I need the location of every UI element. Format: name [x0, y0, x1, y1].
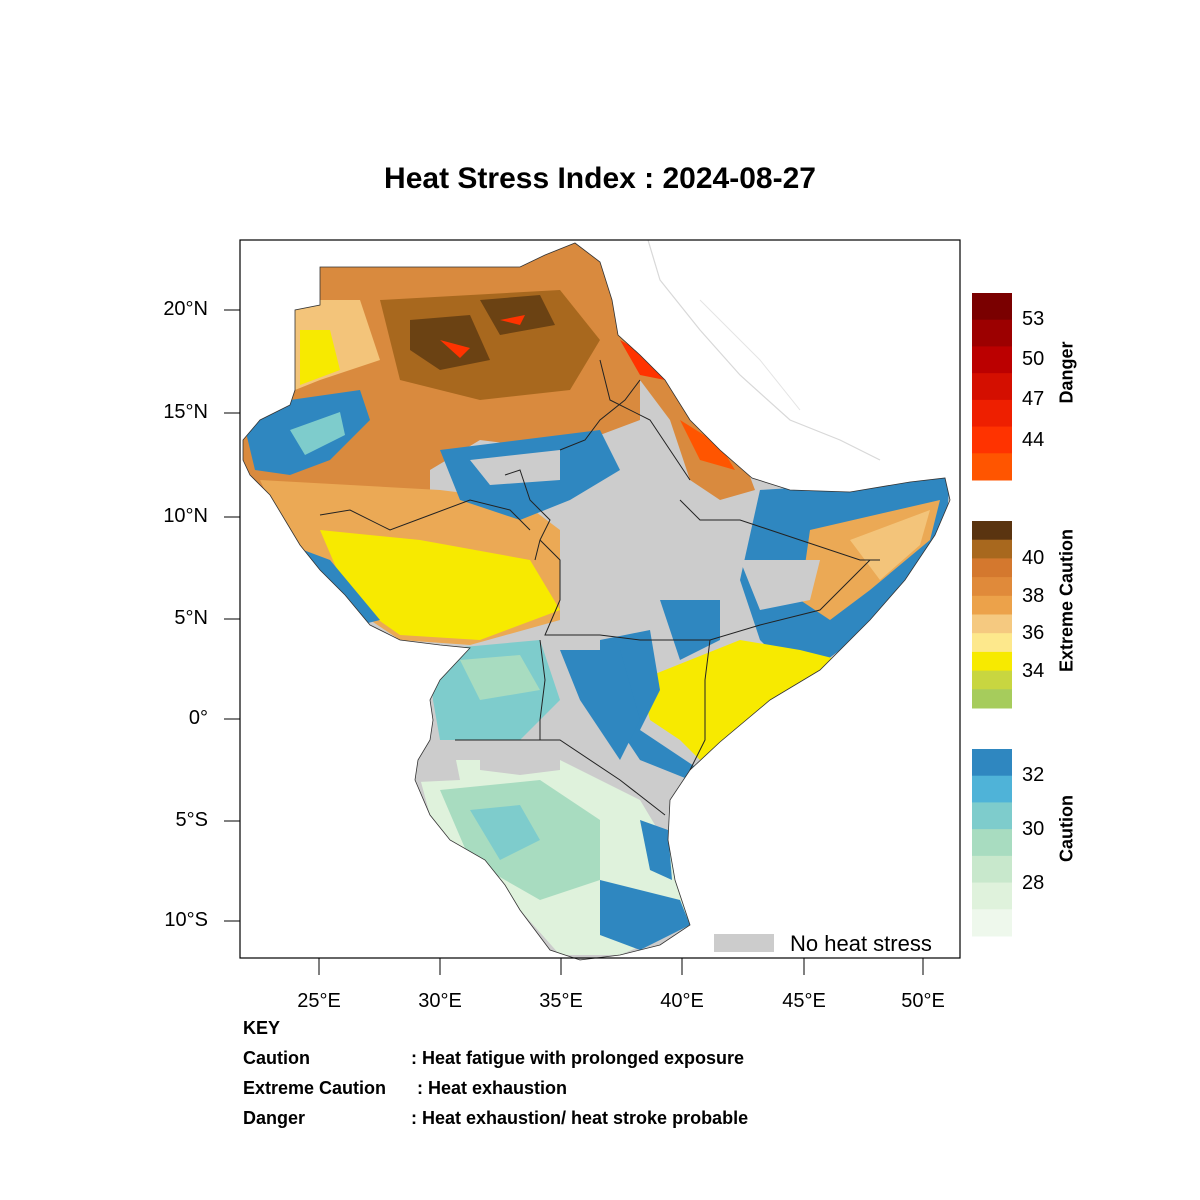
extreme-caution-swatch	[972, 651, 1012, 672]
danger-swatch	[972, 293, 1012, 321]
extreme-tick: 40	[1022, 547, 1045, 569]
lon-label-40e: 40°E	[660, 990, 704, 1012]
lon-label-45e: 45°E	[782, 990, 826, 1012]
lon-label-35e: 35°E	[539, 990, 583, 1012]
lon-label-50e: 50°E	[901, 990, 945, 1012]
caution-colorbar	[972, 749, 1012, 937]
caution-swatch	[972, 749, 1012, 777]
caution-legend-title: Caution	[1056, 795, 1077, 862]
lat-label-5s: 5°S	[175, 809, 208, 831]
caution-swatch	[972, 855, 1012, 884]
country-borders	[319, 359, 880, 816]
extreme-caution-swatch	[972, 614, 1012, 634]
lon-label-25e: 25°E	[297, 990, 341, 1012]
danger-colorbar	[972, 293, 1012, 481]
danger-tick: 50	[1022, 348, 1045, 370]
danger-swatch	[972, 346, 1012, 374]
extreme-caution-swatch	[972, 577, 1012, 597]
lat-label-10n: 10°N	[163, 505, 208, 527]
danger-swatch	[972, 453, 1012, 481]
extreme-caution-legend-title: Extreme Caution	[1056, 528, 1077, 673]
extreme-caution-colorbar	[972, 521, 1012, 709]
extreme-caution-swatch	[972, 558, 1012, 578]
caution-tick: 28	[1022, 872, 1045, 894]
extreme-tick: 34	[1022, 660, 1045, 682]
extreme-caution-swatch	[972, 521, 1012, 541]
extreme-caution-swatch	[972, 689, 1012, 709]
lon-label-30e: 30°E	[418, 990, 462, 1012]
danger-swatch	[972, 319, 1012, 347]
danger-swatch	[972, 399, 1012, 428]
key-desc-extreme-caution: : Heat exhaustion	[417, 1078, 568, 1098]
danger-tick: 47	[1022, 388, 1045, 410]
caution-swatch	[972, 775, 1012, 803]
caution-tick: 32	[1022, 764, 1045, 786]
extreme-caution-swatch	[972, 633, 1012, 653]
danger-legend-title: Danger	[1056, 341, 1077, 404]
extreme-caution-swatch	[972, 595, 1012, 615]
caution-swatch	[972, 882, 1012, 910]
lat-label-0: 0°	[188, 707, 208, 729]
caution-swatch	[972, 802, 1012, 830]
danger-tick: 44	[1022, 429, 1045, 451]
key-desc-danger: : Heat exhaustion/ heat stroke probable	[411, 1108, 749, 1128]
key-term-extreme-caution: Extreme Caution	[243, 1078, 387, 1098]
extreme-tick: 36	[1022, 622, 1045, 644]
danger-swatch	[972, 426, 1012, 454]
lat-label-15n: 15°N	[163, 401, 208, 423]
map-title: Heat Stress Index : 2024-08-27	[384, 162, 816, 195]
danger-swatch	[972, 373, 1012, 401]
no-heat-stress-swatch	[714, 934, 774, 952]
key-term-caution: Caution	[243, 1048, 310, 1068]
key-heading: KEY	[243, 1018, 281, 1038]
caution-tick: 30	[1022, 818, 1045, 840]
lat-label-10s: 10°S	[164, 909, 208, 931]
caution-swatch	[972, 909, 1012, 937]
extreme-tick: 38	[1022, 585, 1045, 607]
plot-frame	[239, 239, 961, 959]
key-desc-caution: : Heat fatigue with prolonged exposure	[411, 1048, 745, 1068]
heat-stress-field	[243, 243, 950, 960]
extreme-caution-swatch	[972, 539, 1012, 559]
caution-swatch	[972, 829, 1012, 857]
no-heat-stress-label: No heat stress	[790, 931, 932, 956]
lat-label-20n: 20°N	[163, 298, 208, 320]
key-term-danger: Danger	[243, 1108, 306, 1128]
extreme-caution-swatch	[972, 670, 1012, 690]
lat-label-5n: 5°N	[174, 607, 208, 629]
danger-tick: 53	[1022, 308, 1045, 330]
